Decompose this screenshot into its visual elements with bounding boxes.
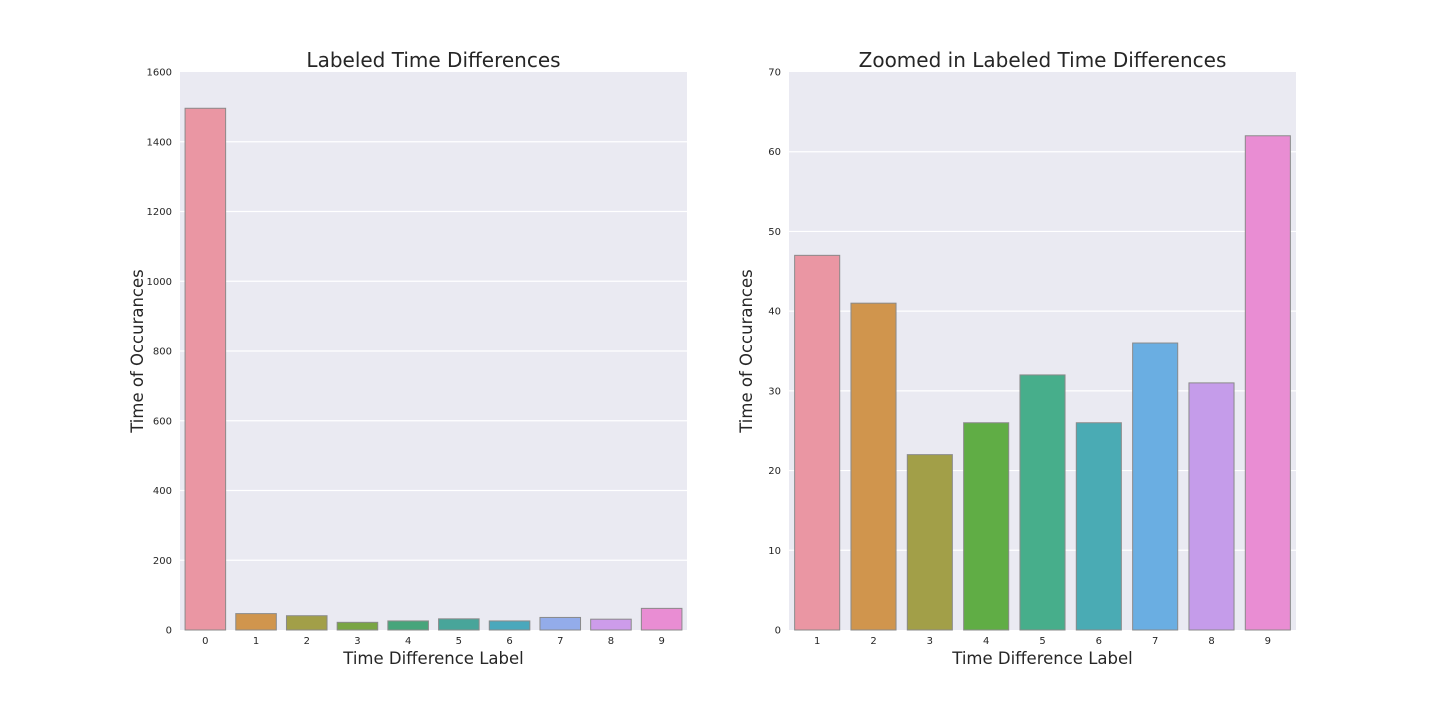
x-tick-label: 8 (608, 636, 614, 647)
chart-title: Labeled Time Differences (306, 48, 560, 72)
chart-zoomed-labeled-time-differences: 0 10 20 30 40 50 60 70 1 2 3 4 5 6 7 8 9 Zoomed in Labe… (737, 48, 1296, 668)
bar-3 (336, 621, 379, 631)
x-tick-label: 8 (1208, 636, 1214, 647)
y-tick-label: 1400 (147, 137, 172, 148)
x-tick-label: 0 (202, 636, 208, 647)
bar-8 (1188, 382, 1235, 631)
chart-title: Zoomed in Labeled Time Differences (859, 48, 1227, 72)
y-tick-label: 0 (775, 626, 781, 637)
x-axis-label: Time Difference Label (951, 649, 1132, 668)
y-tick-label: 200 (153, 556, 172, 567)
y-tick-label: 60 (768, 147, 781, 158)
bar-7 (1132, 342, 1179, 631)
bar-6 (1075, 422, 1122, 631)
x-tick-label: 2 (870, 636, 876, 647)
x-tick-label: 4 (405, 636, 411, 647)
x-tick-label: 7 (1152, 636, 1158, 647)
x-tick-label: 1 (253, 636, 259, 647)
bar-1 (794, 254, 841, 631)
x-tick-label: 1 (814, 636, 820, 647)
x-tick-label: 7 (557, 636, 563, 647)
y-tick-label: 70 (768, 68, 781, 79)
bar-3 (906, 454, 953, 631)
bar-5 (1019, 374, 1066, 631)
x-tick-labels: 1 2 3 4 5 6 7 8 9 (814, 636, 1271, 647)
y-tick-label: 1600 (147, 68, 172, 79)
y-tick-label: 50 (768, 227, 781, 238)
y-tick-labels: 0 200 400 600 800 1000 1200 1400 1600 (147, 68, 172, 637)
y-axis-label: Time of Occurances (128, 269, 147, 434)
y-tick-label: 0 (166, 626, 172, 637)
x-tick-label: 9 (1265, 636, 1271, 647)
y-tick-label: 30 (768, 386, 781, 397)
y-tick-label: 400 (153, 486, 172, 497)
y-tick-labels: 0 10 20 30 40 50 60 70 (768, 68, 781, 637)
y-tick-label: 10 (768, 546, 781, 557)
gridlines (180, 141, 687, 561)
bar-9 (640, 607, 683, 631)
bar-8 (590, 618, 632, 631)
x-tick-label: 3 (927, 636, 933, 647)
y-tick-label: 1000 (147, 277, 172, 288)
bar-1 (235, 613, 277, 631)
x-tick-label: 6 (1096, 636, 1102, 647)
bar-2 (850, 302, 897, 631)
x-tick-label: 9 (658, 636, 664, 647)
bar-4 (963, 422, 1010, 631)
y-tick-label: 800 (153, 347, 172, 358)
bars (184, 107, 683, 631)
bars (794, 135, 1291, 631)
bar-5 (438, 618, 480, 631)
bar-6 (488, 620, 531, 631)
x-tick-label: 2 (304, 636, 310, 647)
bar-0 (184, 107, 227, 631)
chart-labeled-time-differences: 0 200 400 600 800 1000 1200 1400 1600 0 1 2 3 4 5 6 7 8 9… (128, 48, 687, 668)
x-tick-label: 5 (1039, 636, 1045, 647)
bar-4 (387, 620, 429, 631)
y-tick-label: 1200 (147, 207, 172, 218)
y-tick-label: 20 (768, 466, 781, 477)
x-tick-label: 5 (456, 636, 462, 647)
x-tick-labels: 0 1 2 3 4 5 6 7 8 9 (202, 636, 665, 647)
y-tick-label: 40 (768, 307, 781, 318)
y-tick-label: 600 (153, 416, 172, 427)
x-tick-label: 3 (354, 636, 360, 647)
bar-9 (1244, 135, 1291, 631)
y-axis-label: Time of Occurances (737, 269, 756, 434)
bar-2 (285, 615, 328, 631)
x-tick-label: 6 (506, 636, 512, 647)
x-tick-label: 4 (983, 636, 989, 647)
x-axis-label: Time Difference Label (342, 649, 523, 668)
bar-7 (539, 616, 582, 631)
